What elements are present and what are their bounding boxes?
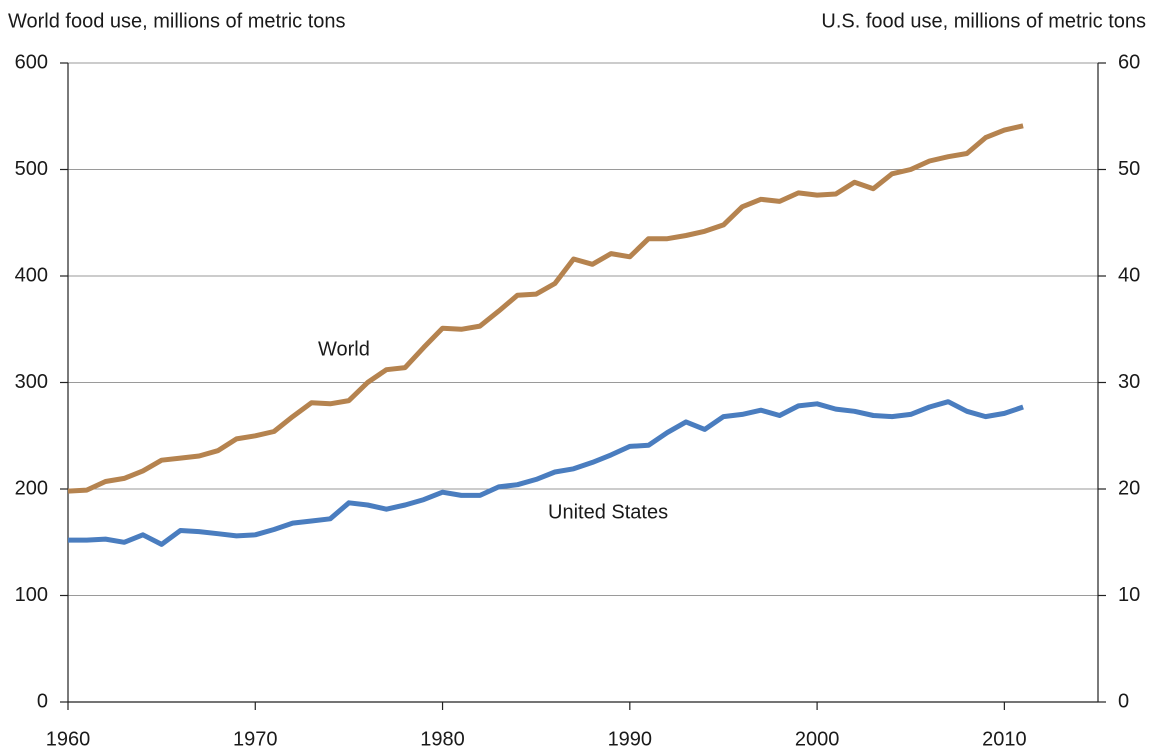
y-tick-label: 500 — [15, 158, 48, 180]
y2-tick-label: 40 — [1118, 264, 1140, 286]
x-tick-label: 1960 — [46, 728, 91, 750]
data-line — [67, 123, 1024, 494]
y2-tick-label: 20 — [1118, 477, 1140, 499]
y-tick-label: 0 — [37, 690, 48, 712]
x-tick-label: 1990 — [608, 728, 653, 750]
y-tick-label: 600 — [15, 51, 48, 73]
y2-tick-label: 0 — [1118, 690, 1129, 712]
y-axis-label: World food use, millions of metric tons — [8, 10, 346, 32]
annotation: United States — [548, 501, 668, 523]
y2-axis-label: U.S. food use, millions of metric tons — [821, 10, 1146, 32]
y-tick-label: 300 — [15, 371, 48, 393]
annotation: World — [318, 338, 370, 360]
y-tick-label: 100 — [15, 584, 48, 606]
y2-tick-label: 50 — [1118, 158, 1140, 180]
x-tick-label: 1980 — [420, 728, 465, 750]
x-tick-label: 2010 — [982, 728, 1027, 750]
y2-tick-label: 10 — [1118, 584, 1140, 606]
y2-tick-label: 60 — [1118, 51, 1140, 73]
x-tick-label: 2000 — [795, 728, 840, 750]
y-tick-label: 200 — [15, 477, 48, 499]
x-tick-label: 1970 — [233, 728, 278, 750]
y2-tick-label: 30 — [1118, 371, 1140, 393]
data-line — [68, 399, 1024, 547]
y-tick-label: 400 — [15, 264, 48, 286]
